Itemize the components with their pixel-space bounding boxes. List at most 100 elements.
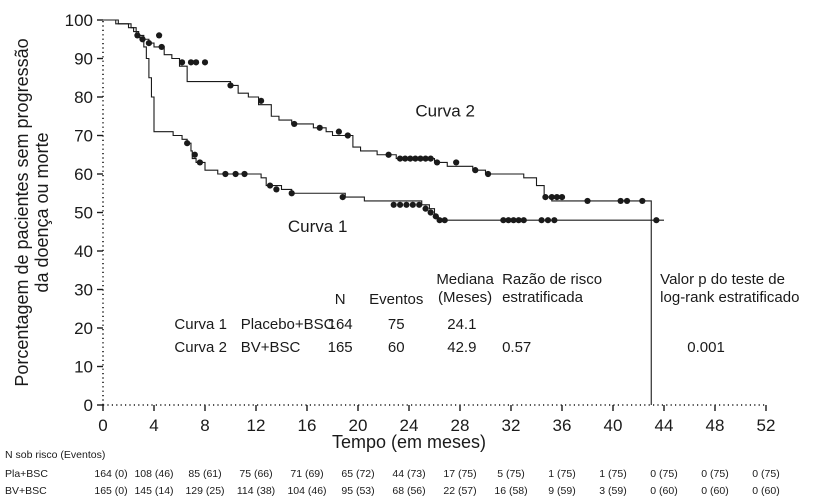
y-tick-label: 80 <box>74 88 93 107</box>
risk-row-label: BV+BSC <box>5 485 47 497</box>
censor-mark <box>291 120 298 128</box>
stats-table: N Eventos Mediana(Meses) Razão de riscoestr… <box>174 271 799 356</box>
y-tick-label: 70 <box>74 127 93 146</box>
stats-events: 60 <box>388 339 405 356</box>
censor-mark <box>484 170 492 178</box>
risk-cell: 9 (59) <box>548 485 575 497</box>
censor-mark <box>617 197 624 205</box>
censor-mark <box>316 124 323 131</box>
risk-cell: 165 (0) <box>94 485 127 497</box>
censor-mark <box>422 205 429 212</box>
censor-mark <box>544 217 552 224</box>
censor-mark <box>266 182 274 189</box>
censor-mark <box>241 170 248 178</box>
stats-header: estratificada <box>502 289 584 306</box>
censor-mark <box>196 159 203 166</box>
stats-median: 42.9 <box>447 339 476 356</box>
censor-mark <box>288 190 295 197</box>
censor-mark <box>584 197 591 205</box>
risk-cell: 71 (69) <box>290 468 323 480</box>
stats-header: Eventos <box>369 291 423 308</box>
y-tick-label: 0 <box>84 396 93 415</box>
y-tick-label: 40 <box>74 242 93 261</box>
risk-cell: 114 (38) <box>237 485 275 497</box>
stats-curve: Curva 1 <box>174 316 227 333</box>
censor-mark <box>558 194 566 201</box>
risk-cell: 108 (46) <box>134 468 173 480</box>
censor-mark <box>227 82 234 89</box>
censor-mark <box>412 155 419 162</box>
x-tick-label: 24 <box>400 416 419 435</box>
censor-mark <box>427 155 434 162</box>
risk-cell: 0 (75) <box>752 468 779 480</box>
censor-mark <box>407 155 414 162</box>
censor-mark <box>390 201 397 208</box>
censor-mark <box>520 217 527 224</box>
censor-mark <box>232 170 239 178</box>
x-tick-label: 52 <box>757 416 776 435</box>
censor-mark <box>134 32 141 39</box>
censor-mark <box>653 217 660 224</box>
censor-mark <box>385 151 392 158</box>
censor-mark <box>453 159 460 166</box>
censor-mark <box>184 140 191 147</box>
risk-cell: 0 (60) <box>650 485 677 497</box>
x-tick-label: 8 <box>200 416 209 435</box>
censor-mark <box>432 213 439 220</box>
stats-curve: Curva 2 <box>174 339 227 356</box>
risk-cell: 1 (75) <box>599 468 626 480</box>
risk-cell: 104 (46) <box>287 485 326 497</box>
censor-mark <box>505 217 512 224</box>
y-axis-title: Porcentagem de pacientes sem progressãod… <box>12 38 52 386</box>
stats-n: 164 <box>328 316 353 333</box>
x-tick-label: 0 <box>98 416 107 435</box>
curve-label: Curva 2 <box>415 101 475 120</box>
axis-grid <box>102 20 766 406</box>
censor-mark <box>472 167 479 174</box>
stats-header: log-rank estratificado <box>660 289 799 306</box>
x-tick-label: 40 <box>604 416 623 435</box>
censor-mark <box>344 132 351 139</box>
censor-mark <box>396 201 404 208</box>
risk-cell: 16 (58) <box>494 485 527 497</box>
risk-cell: 129 (25) <box>185 485 224 497</box>
x-tick-label: 20 <box>349 416 368 435</box>
x-tick-label: 12 <box>247 416 266 435</box>
censor-mark <box>139 36 146 43</box>
y-tick-label: 50 <box>74 204 93 223</box>
risk-cell: 164 (0) <box>94 468 127 480</box>
x-axis-title: Tempo (em meses) <box>332 432 486 452</box>
censor-mark <box>187 59 195 66</box>
risk-cell: 3 (59) <box>599 485 626 497</box>
censor-mark <box>436 217 443 224</box>
stats-header: (Meses) <box>438 289 492 306</box>
censor-mark <box>553 194 561 201</box>
y-tick-label: 100 <box>65 11 93 30</box>
stats-hr: 0.57 <box>502 339 531 356</box>
stats-events: 75 <box>388 316 405 333</box>
censor-mark <box>409 201 416 208</box>
stats-header: Mediana <box>436 271 494 288</box>
stats-header: N <box>335 291 346 308</box>
risk-cell: 85 (61) <box>188 468 221 480</box>
y-axis-title-line: Porcentagem de pacientes sem progressão <box>12 38 32 386</box>
stats-p: 0.001 <box>687 339 725 356</box>
censor-mark <box>191 151 198 158</box>
curve-label: Curva 1 <box>288 217 348 236</box>
censor-marks <box>134 32 660 224</box>
risk-cell: 44 (73) <box>392 468 425 480</box>
x-tick-label: 16 <box>298 416 317 435</box>
risk-cell: 5 (75) <box>497 468 524 480</box>
censor-mark <box>396 155 404 162</box>
chart-labels: Tempo (em meses) Porcentagem de pacientes… <box>12 38 486 452</box>
censor-mark <box>515 217 522 224</box>
x-tick-label: 4 <box>149 416 158 435</box>
censor-mark <box>427 209 434 216</box>
risk-row-label: Pla+BSC <box>5 468 48 480</box>
stats-arm: Placebo+BSC <box>241 316 335 333</box>
censor-mark <box>422 155 429 162</box>
y-tick-label: 20 <box>74 319 93 338</box>
stats-median: 24.1 <box>447 316 476 333</box>
censor-mark <box>417 155 424 162</box>
